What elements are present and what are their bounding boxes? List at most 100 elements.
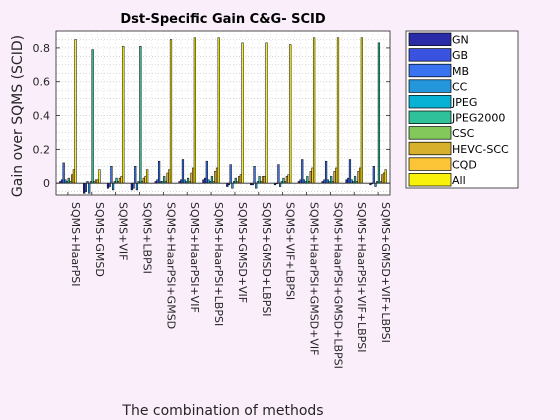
bar-jpeg2000-13 [353,176,357,184]
bar-mb-4 [134,166,137,184]
bar-gn-3 [106,182,110,189]
bar-cc-3 [111,182,115,191]
bar-cc-1 [64,179,67,184]
bar-jpeg2000-10 [282,177,285,184]
bar-mb-11 [301,159,304,184]
bar-hevc-scc-13 [357,171,360,184]
bar-gn-4 [130,182,133,191]
bar-hevc-scc-6 [190,172,193,184]
bar-gn-2 [83,182,86,194]
bar-all-2 [98,169,101,184]
y-tick-label: 0.8 [33,42,51,55]
bar-cqd-11 [311,167,314,184]
y-tick-label: 0.2 [33,143,51,156]
bar-hevc-scc-2 [94,179,98,184]
bar-all-1 [74,39,77,184]
legend-label: CQD [452,158,477,171]
bar-jpeg2000-11 [306,176,309,184]
legend-label: CSC [452,127,475,140]
bar-gb-4 [132,182,135,189]
bar-cc-4 [135,182,139,191]
bar-gn-8 [226,182,229,187]
bar-all-9 [265,42,268,184]
legend-label: HEVC-SCC [452,143,509,156]
bar-cqd-9 [263,176,266,184]
bar-hevc-scc-14 [381,174,384,184]
bar-cqd-10 [287,174,290,184]
bar-gn-7 [202,179,205,184]
bar-hevc-scc-5 [166,172,169,184]
bar-cqd-3 [120,176,123,184]
axes [55,30,391,196]
bar-jpeg2000-8 [234,177,237,184]
chart-title: Dst-Specific Gain C&G- SCID [120,12,326,27]
bar-cqd-7 [215,167,219,184]
bar-mb-3 [110,166,113,184]
bar-cc-11 [302,179,306,184]
bar-hevc-scc-3 [118,177,121,184]
y-tick-labels: 0 0.2 0.4 0.6 0.8 [33,42,51,190]
x-tick-label: SQMS+LBPSI [141,202,154,274]
bar-cqd-8 [239,174,242,184]
bar-cqd-13 [359,167,362,184]
bar-mb-13 [348,159,352,184]
legend-label: GN [452,34,469,47]
bar-all-13 [360,37,363,184]
bar-cqd-6 [192,167,195,184]
bar-hevc-scc-4 [142,177,145,184]
bar-gb-12 [323,179,326,184]
bar-gb-1 [60,179,64,184]
legend-swatch [408,48,452,62]
x-tick-label: SQMS+GMSD+LBPSI [260,202,273,317]
bar-cc-7 [207,179,210,184]
bar-cc-14 [374,182,377,187]
legend-swatch [408,110,452,124]
bar-jpeg2000-3 [115,177,118,184]
bar-cqd-14 [382,172,386,184]
bar-all-14 [384,169,387,184]
legend-swatch [408,63,452,78]
bar-hevc-scc-10 [285,176,288,184]
bar-hevc-scc-12 [333,171,336,184]
bar-cc-9 [255,182,258,189]
bar-mb-8 [229,164,232,184]
bar-all-6 [193,37,196,184]
bar-jpeg2000-14 [377,42,381,184]
bar-jpeg2000-9 [258,176,261,184]
y-tick-label: 0.6 [33,76,51,89]
x-tick-label: SQMS+HaarPSI+LBPSI [212,202,225,326]
bar-jpeg2000-6 [186,177,190,184]
legend-label: MB [452,65,469,78]
bar-mb-9 [253,166,256,184]
bar-gb-7 [204,177,207,184]
bar-mb-12 [325,160,328,184]
legend-swatch [408,157,452,171]
x-tick-label: SQMS+HaarPSI+GMSD+VIF [308,202,321,355]
bar-hevc-scc-11 [309,171,312,184]
bar-mb-1 [62,162,65,184]
bar-jpeg2000-7 [210,176,214,184]
bar-cqd-2 [96,179,99,184]
x-tick-label: SQMS+HaarPSI+VIF+LBPSI [355,202,368,353]
bar-all-10 [289,44,292,184]
legend-swatch [408,126,452,140]
x-axis-title: The combination of methods [121,403,323,419]
bar-all-5 [169,39,173,184]
bar-all-12 [336,37,340,184]
bar-cc-12 [326,179,329,184]
bar-all-8 [241,42,244,184]
bar-cc-8 [231,182,234,189]
legend: GN GB MB CC JPEG JPEG2000 CSC HEVC-SCC CQD All [405,30,519,189]
bar-cqd-4 [144,176,147,184]
bar-mb-6 [181,159,185,184]
legend-swatch [408,173,452,187]
plot-frame [55,30,391,196]
bar-mb-5 [158,160,161,184]
bar-gb-13 [347,177,350,184]
x-tick-label: SQMS+VIF+LBPSI [284,202,297,300]
legend-swatch [408,95,452,109]
y-tick-label: 0 [43,177,50,190]
bar-jpeg2000-12 [330,176,333,184]
bar-gb-2 [84,182,87,192]
x-tick-label: SQMS+HaarPSI [69,202,82,286]
